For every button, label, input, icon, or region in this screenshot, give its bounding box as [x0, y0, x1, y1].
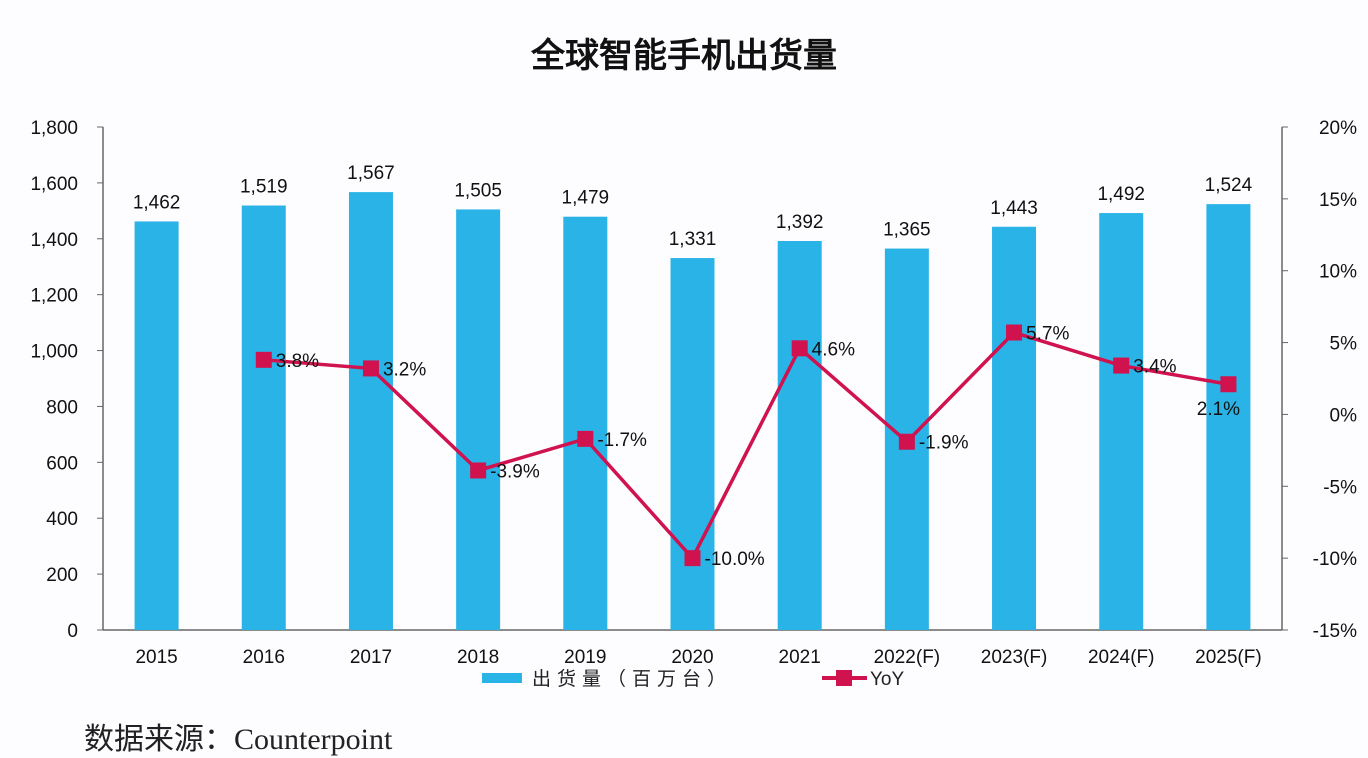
bar-data-label: 1,443 — [990, 198, 1038, 219]
bar-data-label: 1,567 — [347, 163, 395, 184]
bar — [777, 241, 822, 630]
right-tick-label: 20% — [1319, 118, 1357, 139]
bar — [348, 192, 393, 631]
x-tick-label: 2024(F) — [1088, 647, 1155, 668]
x-tick-label: 2020 — [671, 647, 713, 668]
bar — [563, 216, 608, 630]
bar — [1206, 204, 1251, 631]
legend-bar-label: 出货量（百万台） — [532, 668, 732, 690]
x-tick-label: 2018 — [457, 647, 499, 668]
left-tick-label: 600 — [46, 453, 78, 474]
yoy-data-label: 4.6% — [812, 339, 855, 360]
bar — [134, 221, 179, 631]
left-tick-label: 1,000 — [30, 342, 78, 363]
yoy-data-label: 5.7% — [1026, 324, 1069, 345]
x-tick-label: 2022(F) — [874, 647, 941, 668]
legend-bar-swatch — [482, 673, 522, 683]
bar — [1099, 213, 1144, 630]
bar — [241, 205, 286, 630]
yoy-data-label: 3.4% — [1133, 357, 1176, 378]
left-tick-label: 1,400 — [30, 230, 78, 251]
bar — [992, 226, 1037, 631]
yoy-data-label: 3.2% — [383, 359, 426, 380]
right-tick-label: 0% — [1330, 405, 1358, 426]
x-tick-label: 2017 — [350, 647, 392, 668]
bar-data-label: 1,505 — [454, 180, 502, 201]
left-tick-label: 1,600 — [30, 174, 78, 195]
yoy-marker — [1220, 376, 1237, 393]
legend-line-marker — [836, 670, 852, 686]
yoy-marker — [577, 430, 594, 447]
yoy-data-label: -3.9% — [490, 461, 540, 482]
bar — [670, 258, 715, 630]
yoy-data-label: 2.1% — [1197, 399, 1240, 420]
bar-data-label: 1,524 — [1205, 175, 1253, 196]
x-tick-label: 2021 — [779, 647, 821, 668]
x-tick-label: 2025(F) — [1195, 647, 1262, 668]
bar-data-label: 1,365 — [883, 220, 931, 241]
right-tick-label: 5% — [1330, 334, 1358, 355]
left-tick-label: 1,800 — [30, 118, 78, 139]
chart-title: 全球智能手机出货量 — [531, 36, 837, 76]
yoy-data-label: -1.9% — [919, 433, 969, 454]
bar — [456, 209, 501, 631]
bar-data-label: 1,519 — [240, 177, 288, 198]
right-tick-label: -15% — [1313, 621, 1357, 642]
bar-data-label: 1,462 — [133, 192, 181, 213]
legend-line-label: YoY — [870, 669, 904, 690]
bar-data-label: 1,492 — [1097, 184, 1145, 205]
x-tick-label: 2015 — [135, 647, 177, 668]
yoy-data-label: 3.8% — [276, 351, 319, 372]
left-tick-label: 200 — [46, 565, 78, 586]
bar-data-label: 1,479 — [562, 188, 610, 209]
x-tick-label: 2019 — [564, 647, 606, 668]
source-note: 数据来源：Counterpoint — [84, 723, 393, 756]
yoy-marker — [362, 360, 379, 377]
yoy-marker — [255, 351, 272, 368]
yoy-marker — [791, 340, 808, 357]
yoy-marker — [898, 433, 915, 450]
left-tick-label: 800 — [46, 397, 78, 418]
right-tick-label: -10% — [1313, 549, 1357, 570]
yoy-marker — [470, 462, 487, 479]
yoy-marker — [1006, 324, 1023, 341]
x-tick-label: 2016 — [243, 647, 285, 668]
yoy-data-label: -10.0% — [705, 549, 765, 570]
right-tick-label: 15% — [1319, 190, 1357, 211]
left-tick-label: 0 — [67, 621, 78, 642]
bar-data-label: 1,331 — [669, 229, 717, 250]
x-tick-label: 2023(F) — [981, 647, 1048, 668]
right-tick-label: 10% — [1319, 262, 1357, 283]
yoy-data-label: -1.7% — [597, 430, 647, 451]
yoy-line — [263, 330, 1229, 562]
bar-data-label: 1,392 — [776, 212, 824, 233]
yoy-marker — [1113, 357, 1130, 374]
yoy-marker — [684, 550, 701, 567]
right-tick-label: -5% — [1323, 477, 1357, 498]
left-tick-label: 400 — [46, 509, 78, 530]
left-tick-label: 1,200 — [30, 286, 78, 307]
